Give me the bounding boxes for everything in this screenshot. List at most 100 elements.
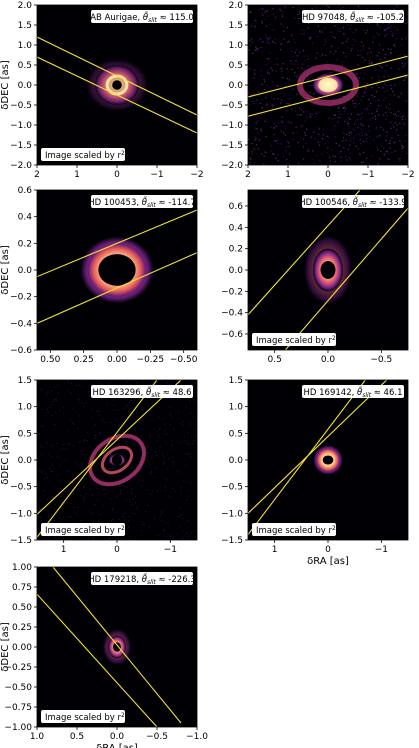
noise-pixel bbox=[300, 33, 302, 35]
noise-pixel bbox=[331, 149, 333, 151]
noise-pixel bbox=[380, 126, 382, 129]
noise-pixel bbox=[347, 47, 349, 49]
noise-pixel bbox=[254, 25, 256, 27]
noise-pixel bbox=[250, 158, 252, 160]
noise-pixel bbox=[371, 87, 373, 89]
noise-pixel bbox=[329, 72, 331, 74]
noise-pixel bbox=[271, 69, 274, 72]
noise-pixel bbox=[67, 389, 69, 391]
noise-pixel bbox=[168, 534, 170, 536]
noise-pixel bbox=[294, 41, 296, 44]
noise-pixel bbox=[116, 452, 118, 454]
noise-pixel bbox=[342, 27, 345, 29]
noise-pixel bbox=[386, 150, 388, 152]
x-tick-label: −1.0 bbox=[186, 732, 208, 742]
noise-pixel bbox=[346, 120, 349, 122]
y-tick-label: 1.00 bbox=[12, 563, 32, 573]
noise-pixel bbox=[342, 96, 345, 98]
disk-image bbox=[37, 567, 182, 727]
noise-pixel bbox=[190, 412, 192, 414]
noise-pixel bbox=[260, 113, 262, 115]
noise-pixel bbox=[375, 91, 377, 93]
noise-pixel bbox=[261, 8, 263, 10]
noise-pixel bbox=[309, 113, 312, 115]
noise-pixel bbox=[129, 499, 131, 501]
noise-pixel bbox=[294, 110, 296, 113]
noise-pixel bbox=[358, 134, 360, 136]
noise-pixel bbox=[284, 5, 286, 8]
noise-pixel bbox=[172, 461, 174, 463]
y-tick-label: 0.4 bbox=[229, 223, 244, 233]
noise-pixel bbox=[275, 125, 277, 128]
noise-pixel bbox=[124, 512, 126, 514]
noise-pixel bbox=[86, 439, 88, 441]
noise-pixel bbox=[399, 82, 401, 84]
y-tick-label: 1.5 bbox=[229, 376, 243, 386]
noise-pixel bbox=[261, 83, 263, 85]
noise-pixel bbox=[361, 123, 363, 125]
noise-pixel bbox=[168, 458, 170, 460]
noise-pixel bbox=[291, 108, 293, 111]
scale-note-box bbox=[41, 523, 125, 536]
noise-pixel bbox=[281, 43, 283, 45]
scale-note-text: Image scaled by r2 bbox=[256, 525, 336, 536]
scale-note-box bbox=[252, 333, 336, 346]
noise-pixel bbox=[172, 488, 174, 490]
noise-pixel bbox=[73, 445, 75, 447]
noise-pixel bbox=[271, 96, 273, 98]
noise-pixel bbox=[295, 60, 297, 62]
noise-pixel bbox=[319, 55, 321, 57]
noise-pixel bbox=[310, 36, 313, 38]
noise-pixel bbox=[173, 537, 175, 539]
noise-pixel bbox=[299, 12, 301, 14]
noise-pixel bbox=[330, 45, 333, 47]
noise-pixel bbox=[338, 113, 340, 115]
y-tick-label: −2.0 bbox=[221, 161, 243, 171]
noise-pixel bbox=[357, 5, 360, 7]
noise-pixel bbox=[286, 68, 288, 70]
noise-pixel bbox=[46, 394, 48, 396]
noise-pixel bbox=[281, 15, 284, 17]
noise-pixel bbox=[113, 445, 115, 447]
noise-pixel bbox=[157, 490, 159, 492]
noise-pixel bbox=[145, 465, 147, 467]
noise-pixel bbox=[353, 137, 355, 139]
noise-pixel bbox=[261, 12, 263, 14]
noise-pixel bbox=[377, 75, 379, 77]
noise-pixel bbox=[166, 536, 168, 538]
noise-pixel bbox=[85, 402, 87, 404]
noise-pixel bbox=[122, 432, 124, 434]
noise-pixel bbox=[357, 127, 359, 129]
noise-pixel bbox=[250, 25, 253, 27]
noise-pixel bbox=[141, 435, 143, 437]
noise-pixel bbox=[348, 134, 351, 137]
noise-pixel bbox=[346, 89, 349, 91]
noise-pixel bbox=[286, 146, 288, 148]
noise-pixel bbox=[362, 140, 365, 143]
noise-pixel bbox=[334, 25, 336, 27]
noise-pixel bbox=[51, 456, 53, 458]
noise-pixel bbox=[302, 63, 304, 65]
noise-pixel bbox=[393, 8, 395, 10]
noise-pixel bbox=[189, 401, 191, 403]
noise-pixel bbox=[249, 68, 252, 70]
noise-pixel bbox=[297, 22, 299, 25]
noise-pixel bbox=[390, 67, 392, 69]
noise-pixel bbox=[128, 515, 130, 517]
panel-6: 1 0 −1 −1.5 −1.0 −0.5 0.0 0.5 1.0 1.5 δRA [as] HD 1… bbox=[221, 376, 409, 567]
noise-pixel bbox=[326, 135, 328, 137]
noise-pixel bbox=[282, 77, 284, 79]
noise-pixel bbox=[54, 519, 56, 521]
noise-pixel bbox=[357, 148, 359, 150]
noise-pixel bbox=[169, 383, 171, 385]
noise-pixel bbox=[164, 430, 166, 432]
noise-pixel bbox=[255, 46, 257, 48]
noise-pixel bbox=[335, 142, 337, 144]
noise-pixel bbox=[361, 56, 364, 59]
noise-pixel bbox=[155, 451, 157, 453]
noise-pixel bbox=[65, 519, 67, 521]
noise-pixel bbox=[272, 81, 274, 83]
noise-pixel bbox=[140, 457, 142, 459]
noise-pixel bbox=[41, 453, 43, 455]
noise-pixel bbox=[333, 129, 335, 131]
